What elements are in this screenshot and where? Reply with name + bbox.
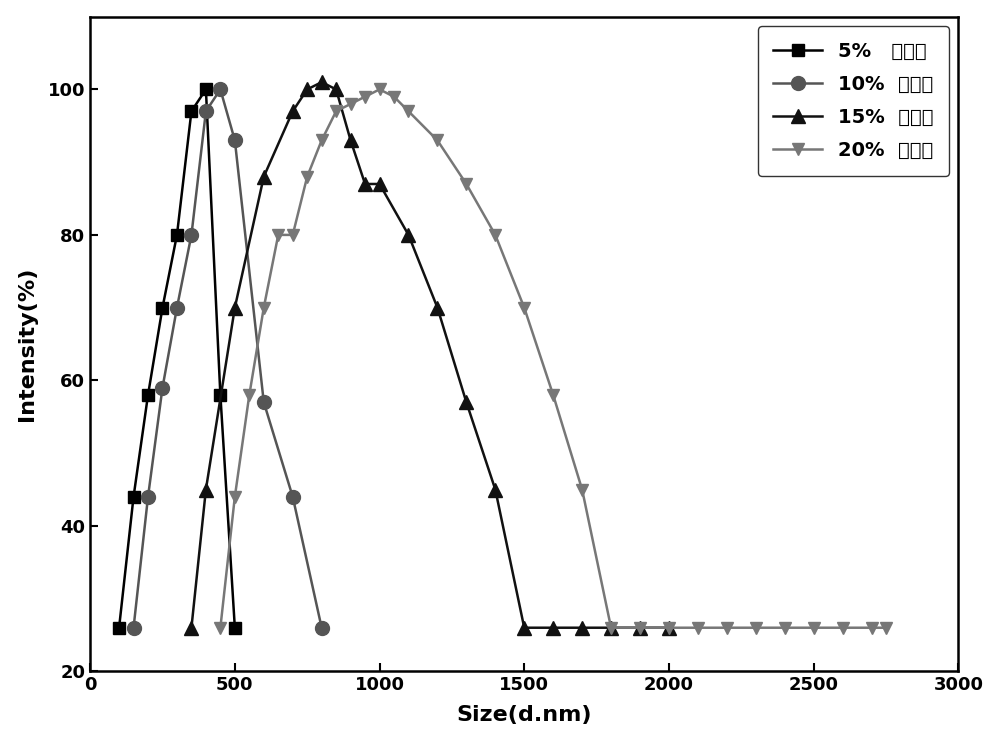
20%  壳聚糖	[721, 623, 733, 632]
15%  壳聚糖	[489, 485, 501, 494]
10%  壳聚糖	[258, 398, 270, 407]
5%   壳聚糖	[128, 493, 140, 502]
20%  壳聚糖	[431, 136, 443, 145]
20%  壳聚糖	[779, 623, 791, 632]
20%  壳聚糖	[287, 231, 299, 240]
15%  壳聚糖	[200, 485, 212, 494]
Line: 20%  壳聚糖: 20% 壳聚糖	[214, 83, 892, 634]
10%  壳聚糖	[142, 493, 154, 502]
5%   壳聚糖	[185, 107, 197, 116]
20%  壳聚糖	[518, 303, 530, 312]
10%  壳聚糖	[214, 85, 226, 93]
20%  壳聚糖	[837, 623, 849, 632]
10%  壳聚糖	[229, 136, 241, 145]
15%  壳聚糖	[605, 623, 617, 632]
10%  壳聚糖	[200, 107, 212, 116]
10%  壳聚糖	[287, 493, 299, 502]
5%   壳聚糖	[156, 303, 168, 312]
20%  壳聚糖	[692, 623, 704, 632]
15%  壳聚糖	[330, 85, 342, 93]
5%   壳聚糖	[229, 623, 241, 632]
15%  壳聚糖	[374, 180, 386, 188]
20%  壳聚糖	[374, 85, 386, 93]
5%   壳聚糖	[142, 390, 154, 399]
Legend: 5%   壳聚糖, 10%  壳聚糖, 15%  壳聚糖, 20%  壳聚糖: 5% 壳聚糖, 10% 壳聚糖, 15% 壳聚糖, 20% 壳聚糖	[758, 27, 949, 176]
20%  壳聚糖	[880, 623, 892, 632]
20%  壳聚糖	[663, 623, 675, 632]
20%  壳聚糖	[547, 390, 559, 399]
20%  壳聚糖	[866, 623, 878, 632]
10%  壳聚糖	[316, 623, 328, 632]
20%  壳聚糖	[330, 107, 342, 116]
15%  壳聚糖	[634, 623, 646, 632]
20%  壳聚糖	[301, 172, 313, 181]
5%   壳聚糖	[113, 623, 125, 632]
20%  壳聚糖	[634, 623, 646, 632]
15%  壳聚糖	[576, 623, 588, 632]
20%  壳聚糖	[272, 231, 284, 240]
20%  壳聚糖	[214, 623, 226, 632]
20%  壳聚糖	[808, 623, 820, 632]
15%  壳聚糖	[185, 623, 197, 632]
20%  壳聚糖	[402, 107, 414, 116]
10%  壳聚糖	[185, 231, 197, 240]
15%  壳聚糖	[229, 303, 241, 312]
15%  壳聚糖	[663, 623, 675, 632]
20%  壳聚糖	[489, 231, 501, 240]
10%  壳聚糖	[156, 383, 168, 392]
20%  壳聚糖	[359, 92, 371, 101]
15%  壳聚糖	[518, 623, 530, 632]
5%   壳聚糖	[214, 390, 226, 399]
15%  壳聚糖	[402, 231, 414, 240]
5%   壳聚糖	[171, 231, 183, 240]
20%  壳聚糖	[750, 623, 762, 632]
Line: 10%  壳聚糖: 10% 壳聚糖	[127, 82, 329, 634]
15%  壳聚糖	[316, 78, 328, 87]
Y-axis label: Intensity(%): Intensity(%)	[17, 267, 37, 421]
15%  壳聚糖	[258, 172, 270, 181]
15%  壳聚糖	[431, 303, 443, 312]
20%  壳聚糖	[316, 136, 328, 145]
5%   壳聚糖	[200, 85, 212, 93]
15%  壳聚糖	[287, 107, 299, 116]
20%  壳聚糖	[258, 303, 270, 312]
20%  壳聚糖	[243, 390, 255, 399]
20%  壳聚糖	[388, 92, 400, 101]
10%  壳聚糖	[171, 303, 183, 312]
15%  壳聚糖	[301, 85, 313, 93]
20%  壳聚糖	[605, 623, 617, 632]
20%  壳聚糖	[576, 485, 588, 494]
20%  壳聚糖	[229, 493, 241, 502]
15%  壳聚糖	[547, 623, 559, 632]
10%  壳聚糖	[128, 623, 140, 632]
X-axis label: Size(d.nm): Size(d.nm)	[456, 706, 592, 726]
Line: 5%   壳聚糖: 5% 壳聚糖	[113, 83, 241, 634]
15%  壳聚糖	[359, 180, 371, 188]
20%  壳聚糖	[345, 99, 357, 108]
15%  壳聚糖	[460, 398, 472, 407]
15%  壳聚糖	[345, 136, 357, 145]
20%  壳聚糖	[460, 180, 472, 188]
Line: 15%  壳聚糖: 15% 壳聚糖	[184, 75, 676, 634]
